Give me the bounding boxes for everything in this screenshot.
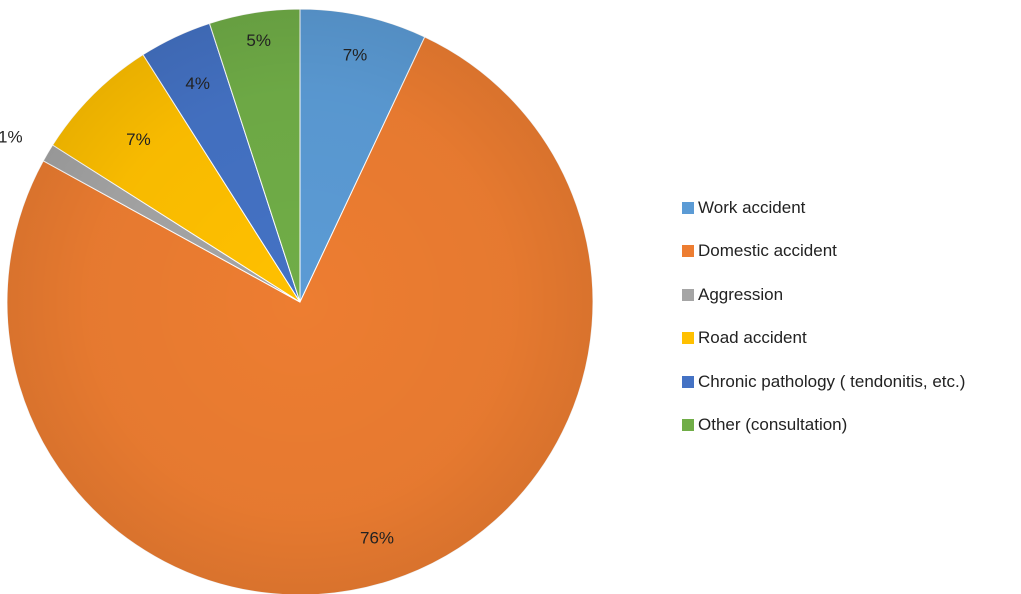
legend-label: Domestic accident [698,241,837,261]
legend-item-domestic-accident: Domestic accident [682,230,965,274]
legend-label: Chronic pathology ( tendonitis, etc.) [698,371,966,391]
legend-swatch [682,245,694,258]
legend-swatch [682,375,694,388]
legend-item-work-accident: Work accident [682,186,965,230]
legend-item-other-consultation: Other (consultation) [682,404,965,448]
legend-label: Work accident [698,197,806,217]
legend-swatch [682,419,694,432]
legend-label: Road accident [698,328,807,348]
legend: Work accident Domestic accident Aggressi… [682,186,965,447]
legend-label: Other (consultation) [698,415,848,435]
legend-swatch [682,201,694,214]
legend-item-chronic-pathology: Chronic pathology ( tendonitis, etc.) [682,360,965,404]
legend-item-road-accident: Road accident [682,317,965,361]
data-label-chronic-pathology-tendonitis-etc: 4% [185,74,210,93]
legend-swatch [682,332,694,345]
data-label-work-accident: 7% [343,46,368,65]
data-label-road-accident: 7% [126,130,151,149]
data-label-domestic-accident: 76% [360,528,394,547]
data-label-aggression: 1% [0,127,23,146]
legend-item-aggression: Aggression [682,273,965,317]
legend-label: Aggression [698,284,784,304]
legend-swatch [682,288,694,301]
data-label-other-consultation: 5% [246,31,271,50]
